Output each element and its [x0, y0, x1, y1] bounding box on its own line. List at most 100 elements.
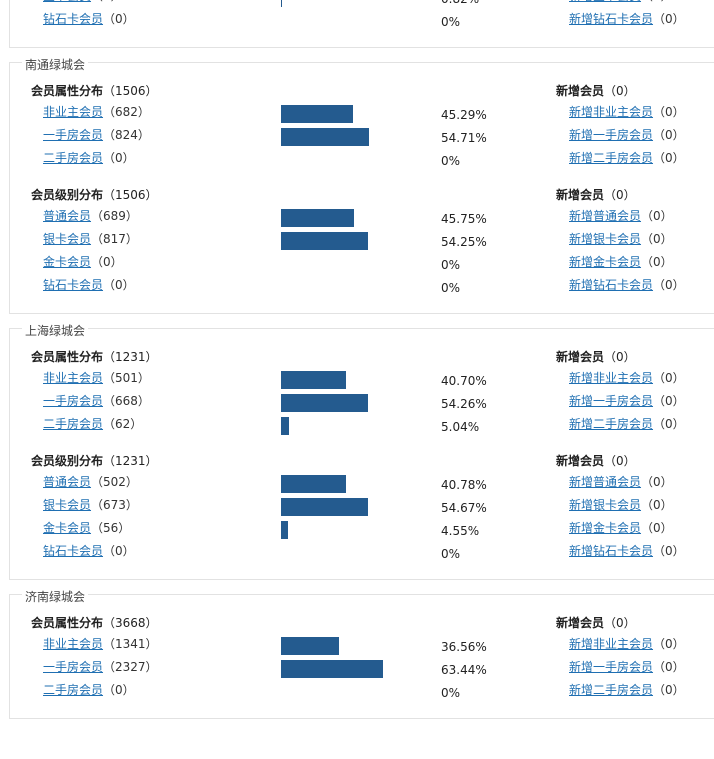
member-type-link[interactable]: 一手房会员 [43, 394, 104, 408]
new-member-type: 新增一手房会员（0） [569, 126, 685, 143]
group-total-count: （1231） [103, 350, 158, 364]
member-type-link[interactable]: 钻石卡会员 [43, 12, 104, 26]
new-member-type-link[interactable]: 新增钻石卡会员 [569, 278, 654, 292]
new-member-type-link[interactable]: 新增金卡会员 [569, 0, 641, 3]
new-member-count: （0） [653, 278, 685, 292]
member-count: （668） [103, 394, 150, 408]
new-member-type-link[interactable]: 新增钻石卡会员 [569, 12, 654, 26]
new-member-type-link[interactable]: 新增非业主会员 [569, 371, 654, 385]
new-member-type-link[interactable]: 新增金卡会员 [569, 255, 642, 269]
member-count: （4） [91, 0, 123, 3]
new-member-type-link[interactable]: 新增二手房会员 [569, 683, 654, 697]
member-type-link[interactable]: 非业主会员 [43, 105, 104, 119]
bar-track [281, 0, 431, 7]
member-type-link[interactable]: 金卡会员 [43, 521, 92, 535]
new-member-type-link[interactable]: 新增一手房会员 [569, 128, 654, 142]
table-row: 银卡会员（673） 54.67% 新增银卡会员（0） [10, 496, 714, 519]
member-type: 金卡会员（4） [43, 0, 123, 4]
new-member-type-link[interactable]: 新增一手房会员 [569, 394, 654, 408]
distribution-bar [281, 521, 288, 539]
bar-track [281, 394, 431, 412]
percentage-value: 0.82% [441, 0, 479, 6]
percentage-value: 0% [441, 258, 461, 272]
table-row: 金卡会员（4） 0.82% 新增金卡会员（0） [10, 0, 714, 10]
member-type: 二手房会员（0） [43, 149, 135, 166]
member-type-link[interactable]: 二手房会员 [43, 151, 104, 165]
region-title: 上海绿城会 [22, 322, 89, 339]
percentage-value: 4.55% [441, 524, 480, 538]
new-member-type-link[interactable]: 新增金卡会员 [569, 521, 642, 535]
member-type-link[interactable]: 一手房会员 [43, 660, 104, 674]
bar-track [281, 475, 431, 493]
new-member-count: （0） [653, 105, 685, 119]
bar-track [281, 232, 431, 250]
bar-track [281, 209, 431, 227]
table-row: 一手房会员（668） 54.26% 新增一手房会员（0） [10, 392, 714, 415]
new-member-type-link[interactable]: 新增非业主会员 [569, 637, 654, 651]
table-row: 银卡会员（817） 54.25% 新增银卡会员（0） [10, 230, 714, 253]
member-count: （817） [91, 232, 138, 246]
percentage-value: 0% [441, 154, 461, 168]
new-member-count: （0） [641, 255, 673, 269]
member-type-link[interactable]: 金卡会员 [43, 0, 91, 3]
distribution-bar [281, 660, 383, 678]
new-member-type-link[interactable]: 新增银卡会员 [569, 498, 642, 512]
member-count: （2327） [103, 660, 158, 674]
member-count: （56） [91, 521, 131, 535]
new-member-type-link[interactable]: 新增二手房会员 [569, 417, 654, 431]
distribution-bar [281, 105, 353, 123]
member-count: （0） [103, 278, 135, 292]
region-panel: 上海绿城会 会员属性分布（1231） 新增会员（0） 非业主会员（501） 40.70%… [9, 322, 714, 580]
new-members-title: 新增会员（0） [556, 452, 636, 469]
bar-track [281, 105, 431, 123]
member-type: 二手房会员（62） [43, 415, 142, 432]
new-member-count: （0） [653, 128, 685, 142]
percentage-value: 45.29% [441, 108, 487, 122]
percentage-value: 40.70% [441, 374, 487, 388]
new-member-type: 新增钻石卡会员（0） [569, 542, 685, 559]
table-row: 一手房会员（824） 54.71% 新增一手房会员（0） [10, 126, 714, 149]
new-members-count: （0） [604, 454, 636, 468]
member-count: （62） [103, 417, 143, 431]
new-member-type-link[interactable]: 新增二手房会员 [569, 151, 654, 165]
stats-group: 会员属性分布（1506） 新增会员（0） 非业主会员（682） 45.29% 新增非业主… [10, 82, 714, 190]
member-type-link[interactable]: 普通会员 [43, 475, 92, 489]
new-member-type: 新增钻石卡会员（0） [569, 276, 685, 293]
member-type-link[interactable]: 非业主会员 [43, 371, 104, 385]
member-type: 一手房会员（2327） [43, 658, 158, 675]
new-member-type: 新增二手房会员（0） [569, 681, 685, 698]
member-type-link[interactable]: 非业主会员 [43, 637, 104, 651]
member-type: 钻石卡会员（0） [43, 542, 135, 559]
region-panel: 南通绿城会 会员属性分布（1506） 新增会员（0） 非业主会员（682） 45.29%… [9, 56, 714, 314]
new-member-count: （0） [653, 151, 685, 165]
member-type-link[interactable]: 金卡会员 [43, 255, 92, 269]
member-type-link[interactable]: 银卡会员 [43, 232, 92, 246]
new-members-title: 新增会员（0） [556, 82, 636, 99]
new-member-type-link[interactable]: 新增钻石卡会员 [569, 544, 654, 558]
new-member-type: 新增一手房会员（0） [569, 392, 685, 409]
member-type-link[interactable]: 一手房会员 [43, 128, 104, 142]
new-member-count: （0） [653, 683, 685, 697]
table-row: 普通会员（502） 40.78% 新增普通会员（0） [10, 473, 714, 496]
member-type-link[interactable]: 钻石卡会员 [43, 278, 104, 292]
member-type-link[interactable]: 二手房会员 [43, 683, 104, 697]
group-total-count: （1231） [103, 454, 158, 468]
new-member-type-link[interactable]: 新增银卡会员 [569, 232, 642, 246]
new-member-type: 新增非业主会员（0） [569, 635, 685, 652]
new-member-type-link[interactable]: 新增非业主会员 [569, 105, 654, 119]
new-member-type-link[interactable]: 新增一手房会员 [569, 660, 654, 674]
table-row: 二手房会员（0） 0% 新增二手房会员（0） [10, 681, 714, 704]
group-total-count: （1506） [103, 84, 158, 98]
member-type-link[interactable]: 钻石卡会员 [43, 544, 104, 558]
new-member-type: 新增金卡会员（0） [569, 519, 673, 536]
distribution-bar [281, 128, 369, 146]
stats-group: 会员属性分布（3668） 新增会员（0） 非业主会员（1341） 36.56% 新增非业… [10, 614, 714, 722]
new-member-type-link[interactable]: 新增普通会员 [569, 475, 642, 489]
member-type-link[interactable]: 普通会员 [43, 209, 92, 223]
member-count: （0） [103, 683, 135, 697]
new-member-count: （0） [641, 232, 673, 246]
new-member-type-link[interactable]: 新增普通会员 [569, 209, 642, 223]
member-type-link[interactable]: 银卡会员 [43, 498, 92, 512]
percentage-value: 54.26% [441, 397, 487, 411]
member-type-link[interactable]: 二手房会员 [43, 417, 104, 431]
